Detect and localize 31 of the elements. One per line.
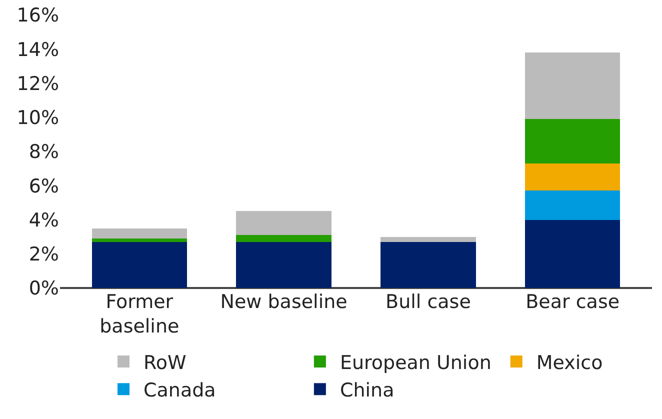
bar: [380, 236, 476, 242]
bar: [236, 242, 332, 288]
legend-label: RoW: [144, 352, 186, 374]
y-tick-label: 12%: [16, 72, 59, 95]
x-tick-label: Bear case: [526, 291, 620, 313]
legend-label: Mexico: [536, 352, 603, 374]
y-tick-label: 4%: [28, 209, 59, 232]
bar: [92, 228, 188, 239]
x-tick-label: New baseline: [220, 291, 348, 313]
bar: [524, 163, 620, 191]
y-tick-label: 8%: [28, 141, 59, 164]
y-tick-label: 0%: [28, 278, 59, 300]
y-tick-label: 10%: [16, 107, 59, 130]
y-tick-label: 16%: [16, 4, 59, 27]
bar: [236, 235, 332, 242]
bar: [524, 190, 620, 220]
legend-label: China: [340, 380, 394, 402]
bar: [524, 52, 620, 120]
bar: [92, 238, 188, 242]
y-tick-label: 6%: [28, 175, 59, 198]
legend-label: European Union: [340, 352, 492, 374]
y-tick-label: 14%: [16, 38, 59, 61]
legend-label: Canada: [144, 380, 216, 402]
bar: [236, 211, 332, 236]
y-tick-label: 2%: [28, 244, 59, 266]
bar: [380, 242, 476, 288]
bar: [92, 242, 188, 288]
bar: [524, 220, 620, 288]
x-tick-label: Bull case: [386, 291, 471, 313]
x-tick-label: Former baseline: [100, 291, 180, 338]
bar: [524, 119, 620, 164]
